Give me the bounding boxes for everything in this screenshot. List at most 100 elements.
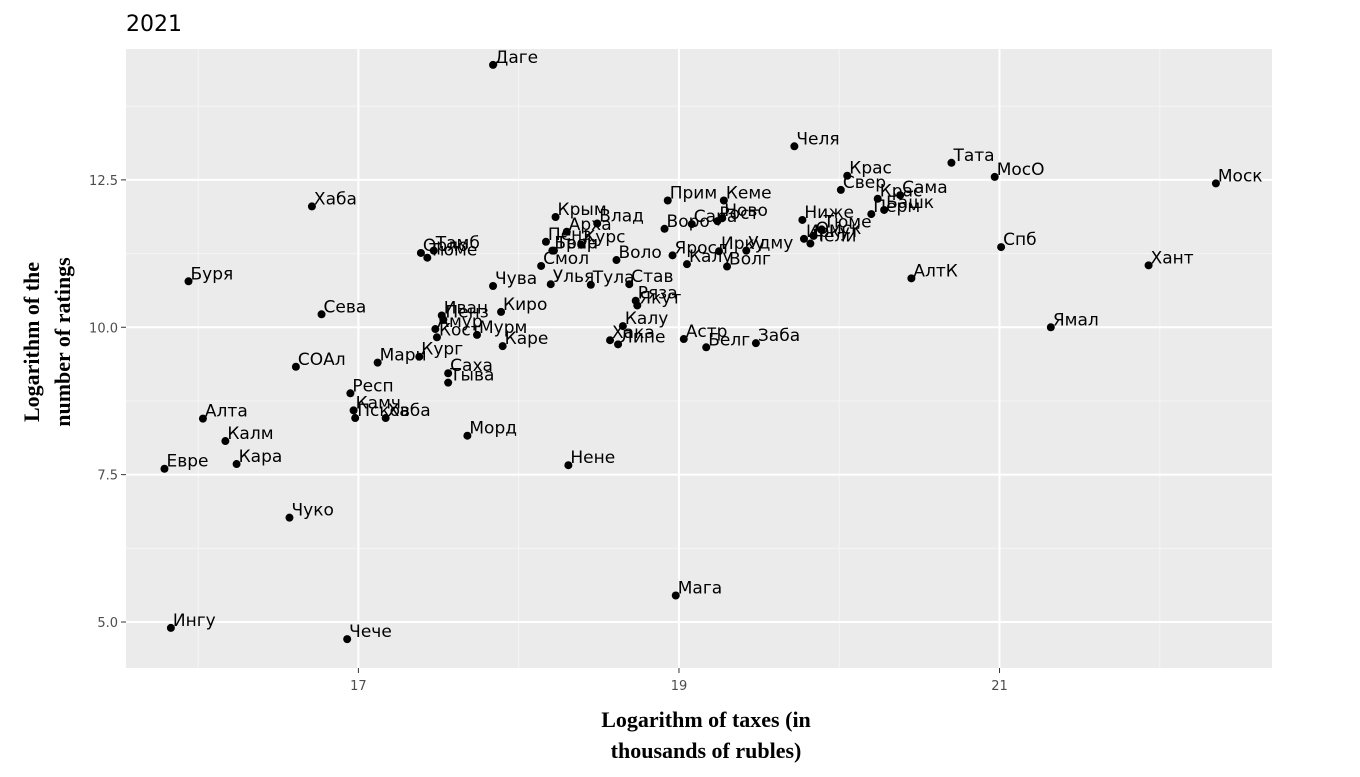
- data-point: [489, 60, 498, 69]
- data-point: [444, 369, 453, 378]
- point-label: Крым: [558, 200, 607, 220]
- data-point: [896, 191, 905, 200]
- data-point: [564, 461, 573, 470]
- point-label: Кург: [421, 340, 463, 360]
- data-point: [990, 172, 999, 181]
- data-point: [381, 414, 390, 423]
- data-point: [166, 623, 175, 632]
- point-label: Даге: [495, 48, 538, 68]
- point-label: Мурм: [479, 318, 527, 338]
- data-point: [546, 280, 555, 289]
- point-label: СОАл: [298, 350, 346, 370]
- data-point: [562, 227, 571, 236]
- data-point: [1144, 261, 1153, 270]
- data-point: [867, 210, 876, 219]
- data-point: [660, 224, 669, 233]
- point-label: Курс: [583, 228, 625, 248]
- point-label: Чели: [812, 227, 856, 247]
- data-point: [625, 280, 634, 289]
- point-label: Тюме: [823, 212, 872, 232]
- point-label: Калм: [227, 424, 273, 444]
- point-label: Ямал: [1053, 310, 1099, 330]
- point-label: Нене: [570, 448, 615, 468]
- data-point: [343, 635, 352, 644]
- data-point: [444, 378, 453, 387]
- point-label: Псков: [357, 401, 410, 421]
- point-label: Заба: [758, 326, 800, 346]
- data-point: [373, 358, 382, 367]
- data-point: [723, 262, 732, 271]
- data-point: [687, 220, 696, 229]
- data-point: [907, 274, 916, 283]
- data-point: [439, 315, 448, 324]
- data-point: [997, 243, 1006, 252]
- y-tick-label: 5.0: [97, 616, 118, 631]
- point-label: Кеме: [726, 184, 772, 204]
- point-label: Сара: [694, 207, 738, 227]
- data-point: [593, 219, 602, 228]
- data-point: [843, 171, 852, 180]
- data-point: [806, 239, 815, 248]
- point-label: Крас: [880, 182, 923, 202]
- y-tick-label: 7.5: [97, 469, 118, 484]
- point-label: Чече: [349, 622, 392, 642]
- data-point: [809, 231, 818, 240]
- point-label: Ниже: [804, 203, 854, 223]
- data-point: [633, 301, 642, 310]
- point-label: Став: [631, 267, 673, 287]
- point-label: Амур: [437, 312, 482, 332]
- plot-panel: [126, 49, 1272, 668]
- data-point: [473, 330, 482, 339]
- y-axis-title-line-1: Logarithm of the: [19, 262, 44, 422]
- data-point: [429, 246, 438, 255]
- point-label: Рост: [719, 204, 759, 224]
- point-label: АлтК: [913, 261, 957, 281]
- data-point: [817, 225, 826, 234]
- data-point: [719, 196, 728, 205]
- point-label: Улья: [553, 267, 594, 287]
- data-point: [431, 325, 440, 334]
- y-axis-title-line-2: number of ratings: [50, 257, 75, 427]
- point-label: Кара: [239, 447, 283, 467]
- data-point: [663, 196, 672, 205]
- data-point: [198, 414, 207, 423]
- x-axis-title-line-2: thousands of rubles): [611, 738, 802, 763]
- point-label: Хака: [612, 323, 655, 343]
- point-label: Крас: [849, 159, 892, 179]
- point-label: Свер: [843, 173, 886, 193]
- data-point: [232, 460, 241, 469]
- point-label: Тюме: [428, 241, 477, 261]
- data-point: [351, 414, 360, 423]
- point-label: Волг: [729, 250, 771, 270]
- data-point: [586, 280, 595, 289]
- x-tick-label: 21: [991, 679, 1008, 694]
- data-point: [742, 246, 751, 255]
- point-label: Каре: [505, 329, 549, 349]
- x-tick-label: 17: [350, 679, 367, 694]
- point-label: Алта: [205, 402, 248, 422]
- point-label: Сама: [902, 178, 948, 198]
- data-point: [790, 142, 799, 151]
- point-label: Хант: [1151, 248, 1194, 268]
- data-point: [577, 240, 586, 249]
- point-label: Калу: [689, 247, 732, 267]
- data-point: [873, 194, 882, 203]
- data-point: [349, 406, 358, 415]
- data-point: [497, 307, 506, 316]
- data-point: [715, 247, 724, 256]
- data-point: [317, 310, 326, 319]
- point-label: Респ: [352, 376, 393, 396]
- data-point: [702, 343, 711, 352]
- point-label: Липе: [620, 327, 665, 347]
- axis-ticks: 17 19 21 5.0 7.5 10.0 12.5: [89, 174, 1008, 694]
- data-point: [416, 248, 425, 257]
- point-label: Камч: [356, 393, 401, 413]
- x-tick-label: 19: [671, 679, 688, 694]
- data-point: [880, 205, 889, 214]
- point-label: Сева: [324, 297, 367, 317]
- y-tick-label: 10.0: [89, 321, 118, 336]
- data-point: [1211, 179, 1220, 188]
- data-point: [713, 217, 722, 226]
